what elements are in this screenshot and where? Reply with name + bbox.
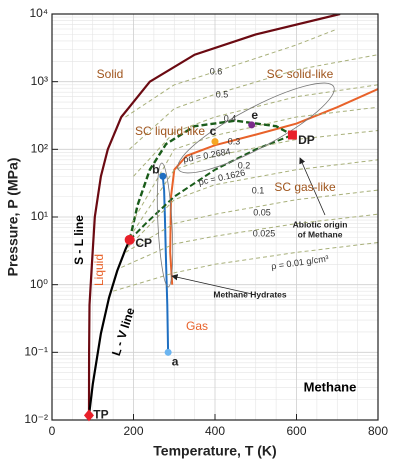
y-axis-title: Pressure, P (MPa) xyxy=(5,158,21,277)
series-label: 0.1 xyxy=(252,185,265,195)
annotation: Liquid xyxy=(92,254,106,286)
annotation: SC gas-like xyxy=(274,180,336,194)
curve xyxy=(161,176,170,353)
point-label: CP xyxy=(135,236,152,250)
series-label: 0.4 xyxy=(224,113,237,123)
y-tick-label: 10⁻² xyxy=(24,412,48,426)
curve xyxy=(128,130,378,238)
series-label: ρ = 0.01 g/cm³ xyxy=(271,253,330,271)
y-tick-label: 10² xyxy=(31,142,48,156)
arrow xyxy=(299,157,326,216)
curves xyxy=(87,14,378,416)
point-label: DP xyxy=(298,133,315,147)
curve xyxy=(128,119,293,241)
curve xyxy=(125,28,338,118)
curve xyxy=(87,14,341,416)
point xyxy=(211,138,219,146)
series-label: 0.5 xyxy=(216,89,229,99)
ellipse xyxy=(177,82,335,174)
point xyxy=(159,172,167,180)
point xyxy=(83,409,94,422)
annotation: Gas xyxy=(186,319,208,333)
ellipse xyxy=(156,162,174,288)
series-label: 0.025 xyxy=(253,228,276,238)
curve xyxy=(121,213,378,268)
arrow xyxy=(171,274,253,295)
y-tick-label: 10³ xyxy=(31,74,48,88)
x-tick-label: 400 xyxy=(205,424,225,438)
y-tick-label: 10¹ xyxy=(31,209,48,223)
curve xyxy=(127,159,378,249)
x-tick-label: 0 xyxy=(49,424,56,438)
curve xyxy=(131,106,378,224)
annotation: Methane xyxy=(304,379,357,394)
point xyxy=(164,348,172,356)
annotation: Methane Hydrates xyxy=(213,289,286,299)
series-label: 0.2 xyxy=(238,160,251,170)
series-label: S - L line xyxy=(72,215,86,265)
point xyxy=(124,234,135,245)
annotation: SC solid-like xyxy=(267,67,334,81)
y-tick-label: 10⁴ xyxy=(29,6,48,20)
point-label: c xyxy=(210,124,217,138)
curve xyxy=(112,242,378,292)
x-tick-label: 200 xyxy=(123,424,143,438)
point-label: e xyxy=(251,108,258,122)
x-axis-title: Temperature, T (K) xyxy=(153,443,276,459)
annotation: of Methane xyxy=(298,229,343,239)
annotation: Solid xyxy=(97,67,124,81)
x-tick-label: 800 xyxy=(368,424,388,438)
series-label: 0.6 xyxy=(210,66,223,76)
series-label: 0.05 xyxy=(253,207,271,217)
annotation: SC liquid-like xyxy=(135,124,205,138)
annotation: Abiotic origin xyxy=(293,219,348,229)
curve xyxy=(87,239,131,416)
point xyxy=(287,130,297,140)
point-label: a xyxy=(172,355,179,369)
curve xyxy=(128,134,293,241)
point-label: b xyxy=(152,162,159,176)
point xyxy=(248,121,256,129)
y-tick-label: 10⁻¹ xyxy=(24,345,48,359)
curve xyxy=(169,88,378,285)
point-label: TP xyxy=(93,408,108,422)
series-label: 0.3 xyxy=(228,136,241,146)
y-tick-label: 10⁰ xyxy=(30,277,48,291)
curve xyxy=(125,189,378,253)
x-tick-label: 600 xyxy=(286,424,306,438)
